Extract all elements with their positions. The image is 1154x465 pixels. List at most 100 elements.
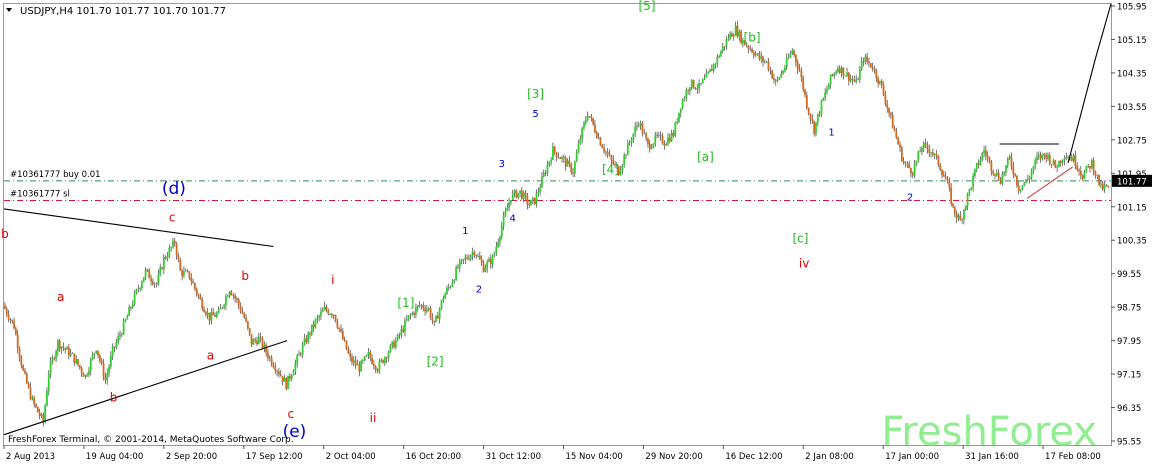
candle-body [568, 160, 571, 164]
candle-body [595, 132, 598, 138]
candle-body [657, 134, 660, 136]
candle-body [1050, 164, 1053, 165]
dropdown-arrow-icon[interactable] [6, 8, 12, 12]
candle-body [407, 315, 410, 320]
candle-body [449, 286, 452, 288]
candle-body [497, 242, 500, 247]
candle-body [385, 357, 388, 359]
candle-body [4, 305, 6, 309]
candle-body [1012, 166, 1015, 175]
candle-body [862, 61, 865, 62]
candle-body [25, 373, 28, 384]
candle-body [813, 121, 816, 134]
candle-body [581, 127, 584, 139]
candle-body [774, 79, 777, 81]
candle-body [457, 267, 459, 269]
candle-body [144, 269, 147, 278]
wave-label-26: [c] [792, 231, 808, 245]
candle-body [931, 152, 934, 155]
candle-body [930, 152, 932, 154]
candle-body [305, 338, 308, 343]
candle-body [760, 56, 763, 59]
candle-body [794, 54, 797, 63]
candle-body [849, 78, 852, 81]
candle-body [237, 299, 240, 306]
candle-body [619, 170, 622, 176]
candle-body [628, 142, 631, 143]
candle-body [183, 270, 185, 276]
y-tick-label: 97.15 [1117, 371, 1141, 381]
candle-body [321, 310, 324, 312]
candle-body [38, 412, 41, 417]
candle-body [676, 122, 679, 123]
candle-body [175, 243, 178, 256]
candle-body [815, 122, 817, 134]
candle-body [1026, 179, 1029, 181]
candle-body [816, 113, 819, 123]
candle-body [668, 137, 671, 142]
candle-body [625, 155, 627, 156]
candle-body [519, 190, 521, 193]
candle-body [637, 125, 640, 127]
candle-body [751, 49, 753, 53]
candle-body [373, 363, 375, 367]
candle-body [524, 192, 527, 196]
candle-body [873, 69, 876, 71]
candle-body [453, 280, 456, 283]
trendline-3[interactable] [1026, 166, 1073, 199]
candle-body [769, 69, 772, 71]
candle-body [236, 298, 238, 300]
candle-body [100, 360, 103, 364]
candle-body [667, 137, 669, 144]
candle-body [201, 299, 204, 309]
candle-body [1090, 160, 1093, 169]
candle-body [64, 348, 67, 350]
x-tick-label: 29 Nov 20:00 [645, 452, 702, 462]
candle-body [833, 73, 836, 76]
wave-label-23: [5] [639, 0, 656, 13]
x-tick-label: 2 Oct 04:00 [326, 452, 376, 462]
candle-body [338, 327, 341, 330]
candle-body [729, 33, 732, 39]
candle-body [963, 210, 965, 220]
candle-body [522, 192, 525, 199]
candle-body [223, 304, 226, 308]
candle-body [122, 321, 125, 335]
candle-body [435, 315, 437, 323]
candle-body [56, 340, 59, 352]
candle-body [928, 149, 931, 153]
candle-body [942, 175, 945, 177]
candle-body [526, 195, 529, 205]
candle-body [86, 374, 89, 376]
candle-body [166, 256, 169, 259]
candle-body [446, 287, 448, 294]
candle-body [703, 77, 706, 80]
candle-body [1003, 172, 1006, 175]
candle-body [544, 173, 547, 174]
candle-body [131, 304, 134, 308]
candle-body [687, 90, 690, 92]
candle-body [884, 94, 887, 104]
candle-body [177, 255, 180, 260]
candle-body [199, 296, 202, 300]
candle-body [570, 163, 573, 173]
candle-body [67, 347, 70, 356]
trendline-1[interactable] [3, 340, 288, 436]
candle-body [698, 83, 700, 89]
candle-body [822, 97, 825, 101]
candle-body [981, 153, 984, 160]
candle-body [577, 143, 580, 154]
candle-body [1074, 154, 1077, 167]
trendline-4[interactable] [1067, 3, 1112, 164]
candle-body [743, 40, 746, 45]
candle-body [376, 369, 379, 372]
candle-body [964, 205, 967, 211]
candle-body [955, 213, 958, 218]
candle-body [84, 375, 87, 377]
candle-body [312, 324, 315, 327]
candle-body [1081, 175, 1084, 179]
trendline-0[interactable] [3, 208, 274, 248]
candle-body [358, 364, 361, 372]
candle-body [371, 358, 373, 364]
